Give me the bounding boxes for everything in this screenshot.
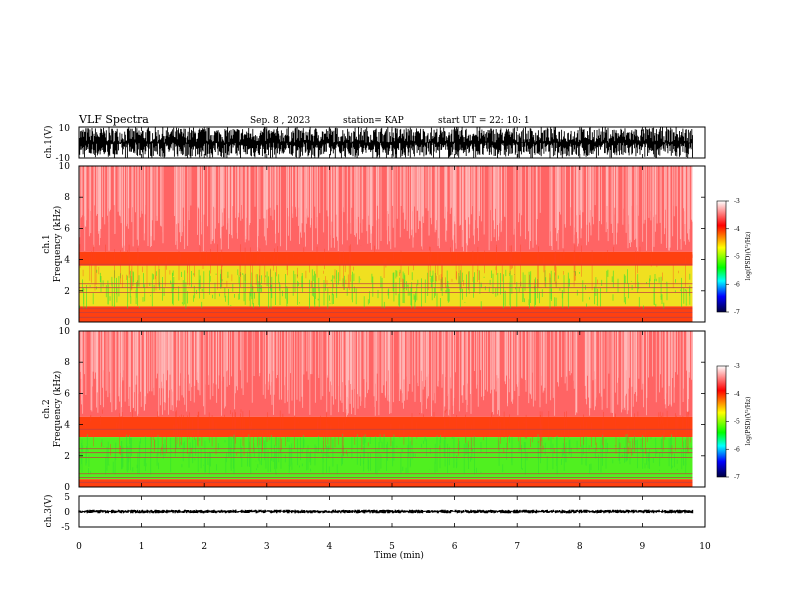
ch2-ytick-label: 2 [64,452,70,462]
ch1-colorbar-scale [716,200,727,313]
figure-title: VLF Spectra [78,113,149,126]
ch1-colorbar-tick-label: -4 [734,226,740,233]
ch2-spectrogram-panel: 0 2 4 6 8 10 ch.2 Frequency (kHz) -3 -4 -5 -6 -7 … [42,327,752,493]
ch3-ytick-bottom: -5 [61,523,70,533]
ch2-colorbar-tick-label: -4 [734,391,740,398]
ch2-spectrogram-texture [85,409,691,456]
ch1-ytick-label: 2 [64,287,70,297]
ch2-colorbar-tick-label: -5 [734,419,740,426]
ch1-spectrogram-ylabel-channel: ch.1 [42,234,52,253]
ch1-ytick-label: 6 [64,224,70,234]
xtick-label: 3 [264,542,270,552]
ch1-ytick-top: 10 [59,124,71,134]
xtick-label: 7 [514,542,520,552]
ch2-colorbar-tick-label: -3 [734,363,740,370]
ch1-ytick-label: 0 [64,318,70,328]
start-ut-label: start UT = 22: 10: 1 [438,116,530,126]
ch1-colorbar: -3 -4 -5 -6 -7 log(PSD)(V²/Hz) [716,198,752,316]
ch1-ytick-bottom: -10 [56,154,71,164]
xtick-label: 0 [76,542,82,552]
xtick-label: 6 [452,542,458,552]
ch1-colorbar-tick-label: -5 [734,254,740,261]
ch2-ytick-label: 4 [64,421,70,431]
date-label: Sep. 8 , 2023 [250,116,310,126]
ch2-colorbar-label: log(PSD)(V²/Hz) [745,397,752,446]
ch2-colorbar-tick-label: -7 [734,474,740,481]
ch3-waveform-panel: 5 0 -5 ch.3(V) 0 1 2 3 4 5 6 7 8 9 10 Time (min) [43,127,711,561]
station-label: station= KAP [343,116,404,126]
ch1-colorbar-tick-label: -3 [734,198,740,205]
xtick-label: 9 [640,542,646,552]
ch1-colorbar-tick-label: -7 [734,309,740,316]
ch2-ytick-label: 8 [64,358,70,368]
ch1-spectrogram-band [79,166,693,252]
ch1-ylabel: ch.1(V) [43,126,54,159]
xtick-label: 5 [389,542,395,552]
ch3-ytick-middle: 0 [64,508,70,518]
ch3-ylabel: ch.3(V) [43,495,54,528]
ch2-ytick-label: 10 [59,327,71,337]
ch1-ytick-label: 8 [64,193,70,203]
xtick-label: 10 [699,542,711,552]
ch1-waveform-trace [78,127,693,158]
xtick-label: 4 [327,542,333,552]
ch2-colorbar: -3 -4 -5 -6 -7 log(PSD)(V²/Hz) [716,363,752,481]
ch2-colorbar-tick-label: -6 [734,446,740,453]
ch2-spectrogram-band [79,416,693,438]
ch3-waveform-trace [78,509,694,514]
ch1-spectrogram-band [79,306,693,322]
xtick-label: 2 [201,542,207,552]
ch2-ytick-label: 6 [64,389,70,399]
ch2-spectrogram-ylabel-frequency: Frequency (kHz) [52,371,63,448]
ch1-colorbar-label: log(PSD)(V²/Hz) [745,232,752,281]
ch1-spectrogram-ylabel-frequency: Frequency (kHz) [52,206,63,283]
xtick-label: 8 [577,542,583,552]
ch2-spectrogram-ylabel-channel: ch.2 [42,399,52,418]
ch2-spectrogram-band [79,479,693,487]
ch1-waveform-panel: 10 -10 ch.1(V) [43,124,706,164]
ch3-ytick-top: 5 [64,493,70,503]
x-axis-label: Time (min) [374,550,424,561]
ch2-spectrogram-texture [80,331,692,417]
ch2-colorbar-scale [716,365,727,478]
ch2-ytick-label: 0 [64,483,70,493]
ch1-spectrogram-texture [79,166,693,252]
ch1-spectrogram-panel: 0 2 4 6 8 10 ch.1 Frequency (kHz) -3 -4 -5 -6 -7 … [42,162,752,328]
ch1-ytick-label: 4 [64,256,70,266]
ch1-ytick-label: 10 [59,162,71,172]
xtick-label: 1 [139,542,145,552]
ch1-colorbar-tick-label: -6 [734,281,740,288]
